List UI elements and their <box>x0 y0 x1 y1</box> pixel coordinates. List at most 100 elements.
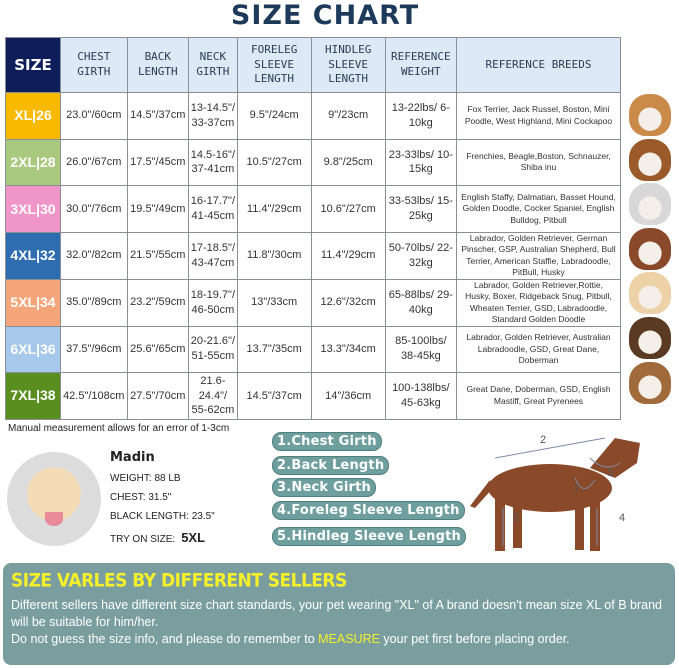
weight-cell: 23-33lbs/ 10-15kg <box>384 138 458 187</box>
diagram-number-1: 1 <box>573 482 579 494</box>
chest-cell: 30.0"/76cm <box>60 185 128 233</box>
neck-cell: 18-19.7"/ 46-50cm <box>188 278 238 327</box>
seller-notice-banner: SIZE VARLES BY DIFFERENT SELLERS Differe… <box>3 563 675 665</box>
weight-cell: 50-70lbs/ 22-32kg <box>384 231 458 280</box>
back-cell: 27.5"/70cm <box>126 372 190 420</box>
size-chart-table: SIZE CHEST GIRTH BACK LENGTH NECK GIRTH FORE… <box>5 37 621 420</box>
model-weight: WEIGHT: 88 LB <box>110 473 181 484</box>
breeds-cell: Labrador, Golden Retriever, German Pinsc… <box>456 231 621 280</box>
chest-cell: 37.5"/96cm <box>60 325 128 374</box>
back-cell: 19.5"/49cm <box>126 185 190 233</box>
banner-heading: SIZE VARLES BY DIFFERENT SELLERS <box>11 570 347 592</box>
hindleg-cell: 14"/36cm <box>310 372 386 420</box>
try-on-label: TRY ON SIZE: <box>110 534 176 545</box>
size-cell: XL|26 <box>5 92 61 140</box>
back-cell: 17.5"/45cm <box>126 138 190 187</box>
model-try-on: TRY ON SIZE: 5XL <box>110 530 215 545</box>
labrador-icon <box>629 272 671 315</box>
table-row: 5XL|34 35.0"/89cm 23.2"/59cm 18-19.7"/ 46-5… <box>5 278 621 327</box>
chest-cell: 42.5"/108cm <box>60 372 128 420</box>
weight-cell: 85-100lbs/ 38-45kg <box>384 325 458 374</box>
chest-cell: 32.0"/82cm <box>60 231 128 280</box>
measure-label-chest: 1.Chest Girth <box>272 432 382 451</box>
table-row: 7XL|38 42.5"/108cm 27.5"/70cm 21.6-24.4"/ 5… <box>5 372 621 420</box>
neck-cell: 17-18.5"/ 43-47cm <box>188 231 238 280</box>
measure-highlight: MEASURE <box>318 631 380 646</box>
size-cell: 3XL|30 <box>5 185 61 233</box>
model-info: Madin WEIGHT: 88 LB CHEST: 31.5" BLACK L… <box>110 450 215 553</box>
table-row: 4XL|32 32.0"/82cm 21.5"/55cm 17-18.5"/ 43-4… <box>5 231 621 280</box>
measure-label-hindleg: 5.Hindleg Sleeve Length <box>272 527 466 546</box>
weight-cell: 100-138lbs/ 45-63kg <box>384 372 458 420</box>
column-header: FORELEG SLEEVE LENGTH <box>236 37 312 93</box>
table-row: 2XL|28 26.0"/67cm 17.5"/45cm 14.5-16"/ 37-4… <box>5 138 621 187</box>
beagle-icon <box>629 138 671 181</box>
size-cell: 4XL|32 <box>5 231 61 280</box>
size-cell: 7XL|38 <box>5 372 61 420</box>
hindleg-cell: 12.6"/32cm <box>310 278 386 327</box>
foreleg-cell: 13.7"/35cm <box>236 325 312 374</box>
hindleg-cell: 13.3"/34cm <box>310 325 386 374</box>
chest-cell: 35.0"/89cm <box>60 278 128 327</box>
model-name: Madin <box>110 450 155 465</box>
dalmatian-icon <box>629 183 671 226</box>
table-row: XL|26 23.0"/60cm 14.5"/37cm 13-14.5"/ 33-37… <box>5 92 621 140</box>
diagram-number-2: 2 <box>540 434 546 446</box>
banner-line-2-end: your pet first before placing order. <box>379 631 570 646</box>
mastiff-icon <box>629 361 671 404</box>
measure-label-foreleg: 4.Foreleg Sleeve Length <box>272 501 465 520</box>
dog-measurement-diagram: 1 2 3 4 5 <box>470 434 640 551</box>
diagram-number-5: 5 <box>513 512 519 524</box>
neck-cell: 21.6-24.4"/ 55-62cm <box>188 372 238 420</box>
back-cell: 21.5"/55cm <box>126 231 190 280</box>
column-header: BACK LENGTH <box>126 37 190 93</box>
neck-cell: 13-14.5"/ 33-37cm <box>188 92 238 140</box>
size-cell: 2XL|28 <box>5 138 61 187</box>
column-header: HINDLEG SLEEVE LENGTH <box>310 37 386 93</box>
model-dog-photo <box>7 452 101 546</box>
column-header: REFERENCE BREEDS <box>456 37 621 93</box>
breeds-cell: Great Dane, Doberman, GSD, English Masti… <box>456 372 621 420</box>
weight-cell: 33-53lbs/ 15-25kg <box>384 185 458 233</box>
breeds-cell: English Staffy, Dalmatian, Basset Hound,… <box>456 185 621 233</box>
breeds-cell: Labrador, Golden Retriever, Australian L… <box>456 325 621 374</box>
size-cell: 5XL|34 <box>5 278 61 327</box>
column-header: CHEST GIRTH <box>60 37 128 93</box>
foreleg-cell: 11.8"/30cm <box>236 231 312 280</box>
try-on-size: 5XL <box>181 530 206 545</box>
neck-cell: 20-21.6"/ 51-55cm <box>188 325 238 374</box>
foreleg-cell: 9.5"/24cm <box>236 92 312 140</box>
banner-line-2-text: Do not guess the size info, and please d… <box>11 631 319 646</box>
back-cell: 14.5"/37cm <box>126 92 190 140</box>
back-cell: 25.6"/65cm <box>126 325 190 374</box>
weight-cell: 13-22lbs/ 6-10kg <box>384 92 458 140</box>
chest-cell: 23.0"/60cm <box>60 92 128 140</box>
breeds-cell: Fox Terrier, Jack Russel, Boston, Mini P… <box>456 92 621 140</box>
banner-line-1: Different sellers have different size ch… <box>11 598 662 629</box>
dog-silhouette <box>470 438 640 551</box>
hindleg-cell: 9"/23cm <box>310 92 386 140</box>
hindleg-cell: 11.4"/29cm <box>310 231 386 280</box>
model-chest: CHEST: 31.5" <box>110 492 172 503</box>
dog-tongue <box>45 512 63 526</box>
column-header: SIZE <box>5 37 61 93</box>
weight-cell: 65-88lbs/ 29-40kg <box>384 278 458 327</box>
neck-cell: 14.5-16"/ 37-41cm <box>188 138 238 187</box>
jack-russell-icon <box>629 94 671 136</box>
banner-line-2: Do not guess the size info, and please d… <box>11 631 667 648</box>
size-cell: 6XL|36 <box>5 325 61 374</box>
measure-label-neck: 3.Neck Girth <box>272 478 376 497</box>
measure-label-back: 2.Back Length <box>272 456 390 475</box>
foreleg-cell: 10.5"/27cm <box>236 138 312 187</box>
hindleg-cell: 10.6"/27cm <box>310 185 386 233</box>
column-header: NECK GIRTH <box>188 37 238 93</box>
back-cell: 23.2"/59cm <box>126 278 190 327</box>
column-header: REFERENCE WEIGHT <box>384 37 458 93</box>
breeds-cell: Frenchies, Beagle,Boston, Schnauzer, Shi… <box>456 138 621 187</box>
model-length: BLACK LENGTH: 23.5" <box>110 511 215 522</box>
hindleg-cell: 9.8"/25cm <box>310 138 386 187</box>
foreleg-cell: 11.4"/29cm <box>236 185 312 233</box>
foreleg-cell: 14.5"/37cm <box>236 372 312 420</box>
table-row: 6XL|36 37.5"/96cm 25.6"/65cm 20-21.6"/ 51-5… <box>5 325 621 374</box>
page-title: SIZE CHART <box>230 0 420 31</box>
